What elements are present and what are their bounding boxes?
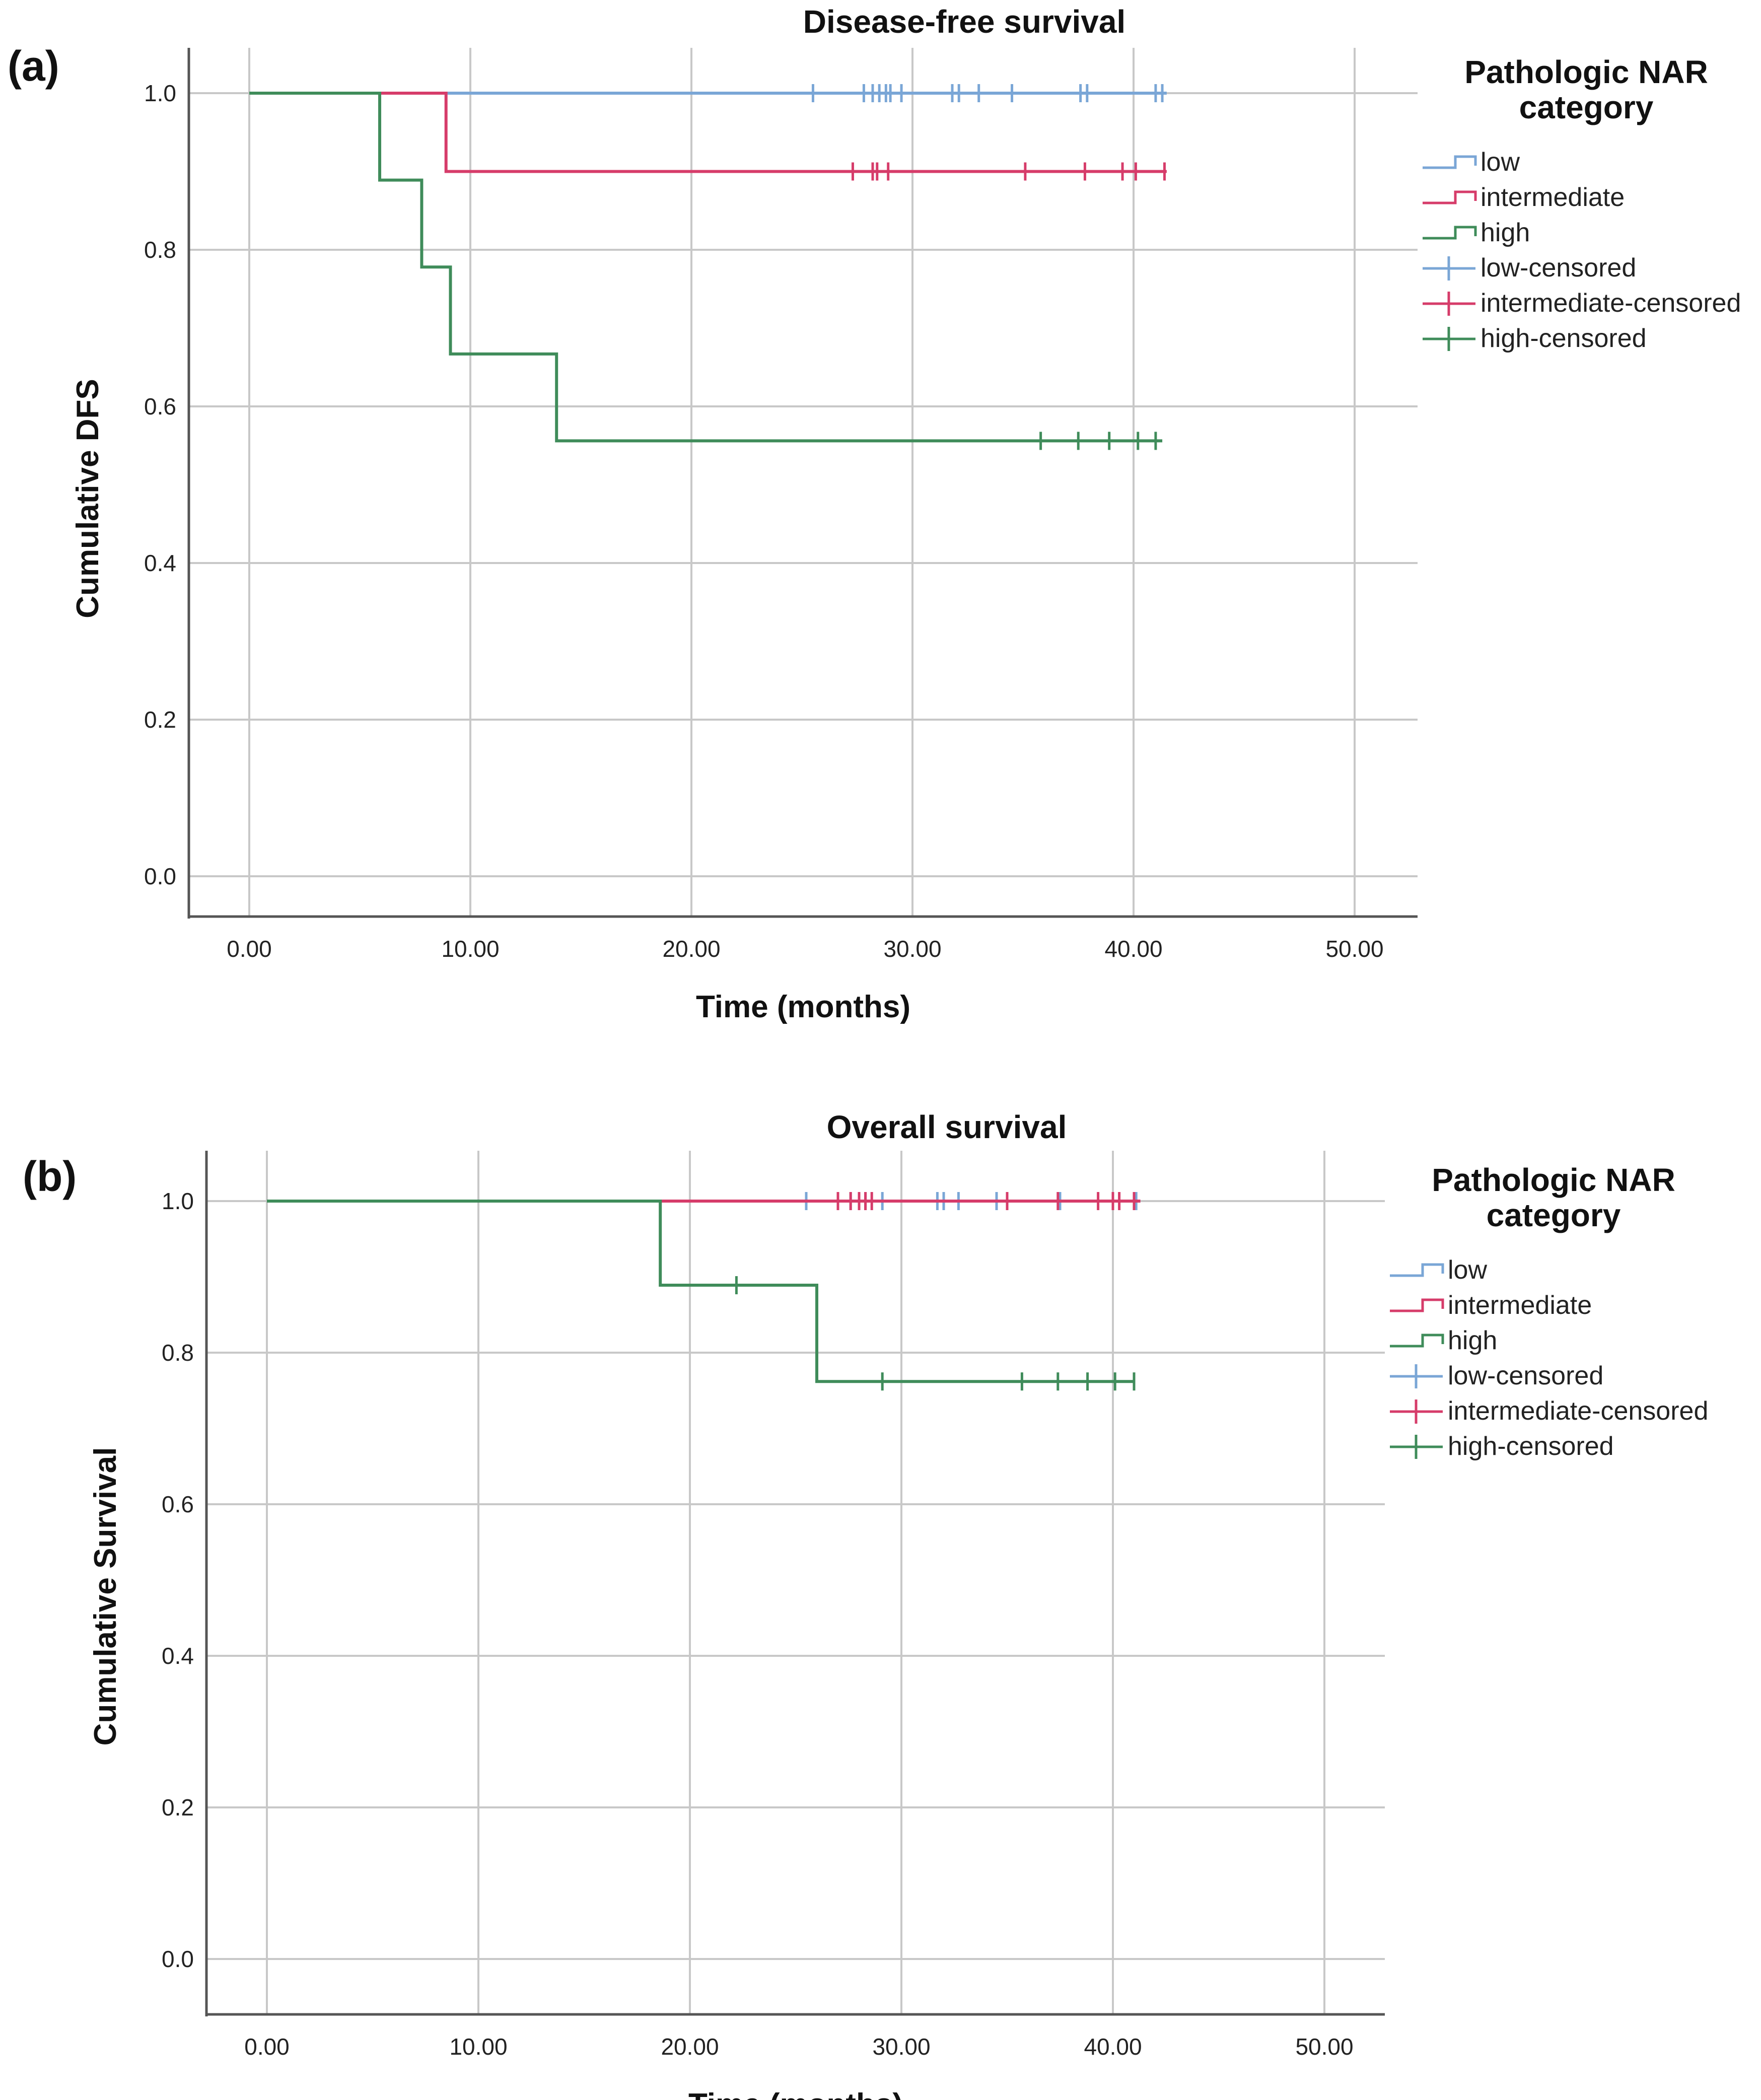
legend-entry-label: low: [1481, 148, 1520, 177]
x-tick-label: 50.00: [1325, 936, 1383, 962]
y-tick-label: 0.2: [144, 707, 176, 733]
x-tick-label: 10.00: [449, 2034, 507, 2060]
chart-title: Disease-free survival: [803, 4, 1125, 40]
panel-label: (b): [23, 1153, 77, 1200]
legend-entry-label: high-censored: [1481, 324, 1647, 353]
panel-b: (b) Overall survival 0.00 10.00 20.00 30.00 40…: [0, 1050, 1761, 2100]
legend-entry-label: intermediate-censored: [1448, 1396, 1708, 1426]
legend-entry-label: high: [1481, 218, 1530, 247]
x-axis-label: Time (months): [688, 2087, 903, 2100]
y-tick-label: 0.4: [162, 1643, 194, 1669]
x-tick-label: 40.00: [1084, 2034, 1142, 2060]
legend-swatch-intermediate: [1423, 190, 1477, 204]
legend-entry-label: intermediate: [1448, 1291, 1592, 1320]
x-tick-label: 0.00: [227, 936, 272, 962]
legend-title-line2: category: [1487, 1197, 1621, 1233]
x-tick-label: 50.00: [1295, 2034, 1353, 2060]
legend-entry-label: intermediate: [1481, 183, 1625, 212]
survival-curve-high: [267, 1200, 1134, 1383]
x-tick-label: 0.00: [244, 2034, 290, 2060]
y-tick-label: 0.0: [162, 1946, 194, 1972]
x-tick-label: 20.00: [662, 936, 720, 962]
legend-entry-label: high: [1448, 1326, 1497, 1355]
legend-title-line2: category: [1519, 89, 1654, 125]
x-tick-label: 20.00: [661, 2034, 719, 2060]
km-chart-os: (b) Overall survival 0.00 10.00 20.00 30.00 40…: [23, 1109, 1708, 2100]
panel-label: (a): [8, 42, 59, 90]
legend-swatch-high: [1423, 226, 1477, 240]
legend-entry-label: low: [1448, 1255, 1487, 1285]
legend-swatch-intermediate: [1390, 1298, 1444, 1312]
legend-swatch-high: [1390, 1334, 1444, 1348]
y-tick-label: 0.6: [162, 1491, 194, 1517]
x-tick-label: 10.00: [441, 936, 499, 962]
legend-entry-label: low-censored: [1481, 253, 1636, 283]
x-tick-label: 30.00: [883, 936, 941, 962]
y-tick-label: 1.0: [162, 1188, 194, 1214]
legend-title-line1: Pathologic NAR: [1432, 1162, 1675, 1198]
legend-title-line1: Pathologic NAR: [1464, 54, 1708, 90]
x-axis-label: Time (months): [696, 990, 910, 1024]
y-tick-label: 0.6: [144, 393, 176, 419]
legend-entry-label: low-censored: [1448, 1361, 1603, 1390]
y-tick-label: 0.2: [162, 1794, 194, 1821]
chart-title: Overall survival: [827, 1109, 1067, 1145]
y-tick-label: 0.4: [144, 550, 176, 576]
panel-a: (a) Disease-free survival 0.00 10.00 20.00 30…: [8, 4, 1741, 1024]
survival-curve-intermediate: [249, 92, 1167, 173]
y-tick-label: 0.8: [144, 237, 176, 263]
y-tick-label: 1.0: [144, 80, 176, 106]
survival-curve-high: [249, 92, 1163, 443]
y-axis-label: Cumulative Survival: [88, 1447, 123, 1746]
x-tick-label: 30.00: [872, 2034, 930, 2060]
x-tick-label: 40.00: [1104, 936, 1162, 962]
km-chart-dfs: (a) Disease-free survival 0.00 10.00 20.00 30…: [8, 4, 1741, 1024]
y-tick-label: 0.8: [162, 1340, 194, 1366]
legend-entry-label: high-censored: [1448, 1432, 1614, 1461]
y-tick-label: 0.0: [144, 863, 176, 889]
legend-swatch-low: [1423, 155, 1477, 169]
y-axis-label: Cumulative DFS: [71, 379, 105, 618]
legend-swatch-low: [1390, 1263, 1444, 1277]
legend-entry-label: intermediate-censored: [1481, 289, 1741, 318]
